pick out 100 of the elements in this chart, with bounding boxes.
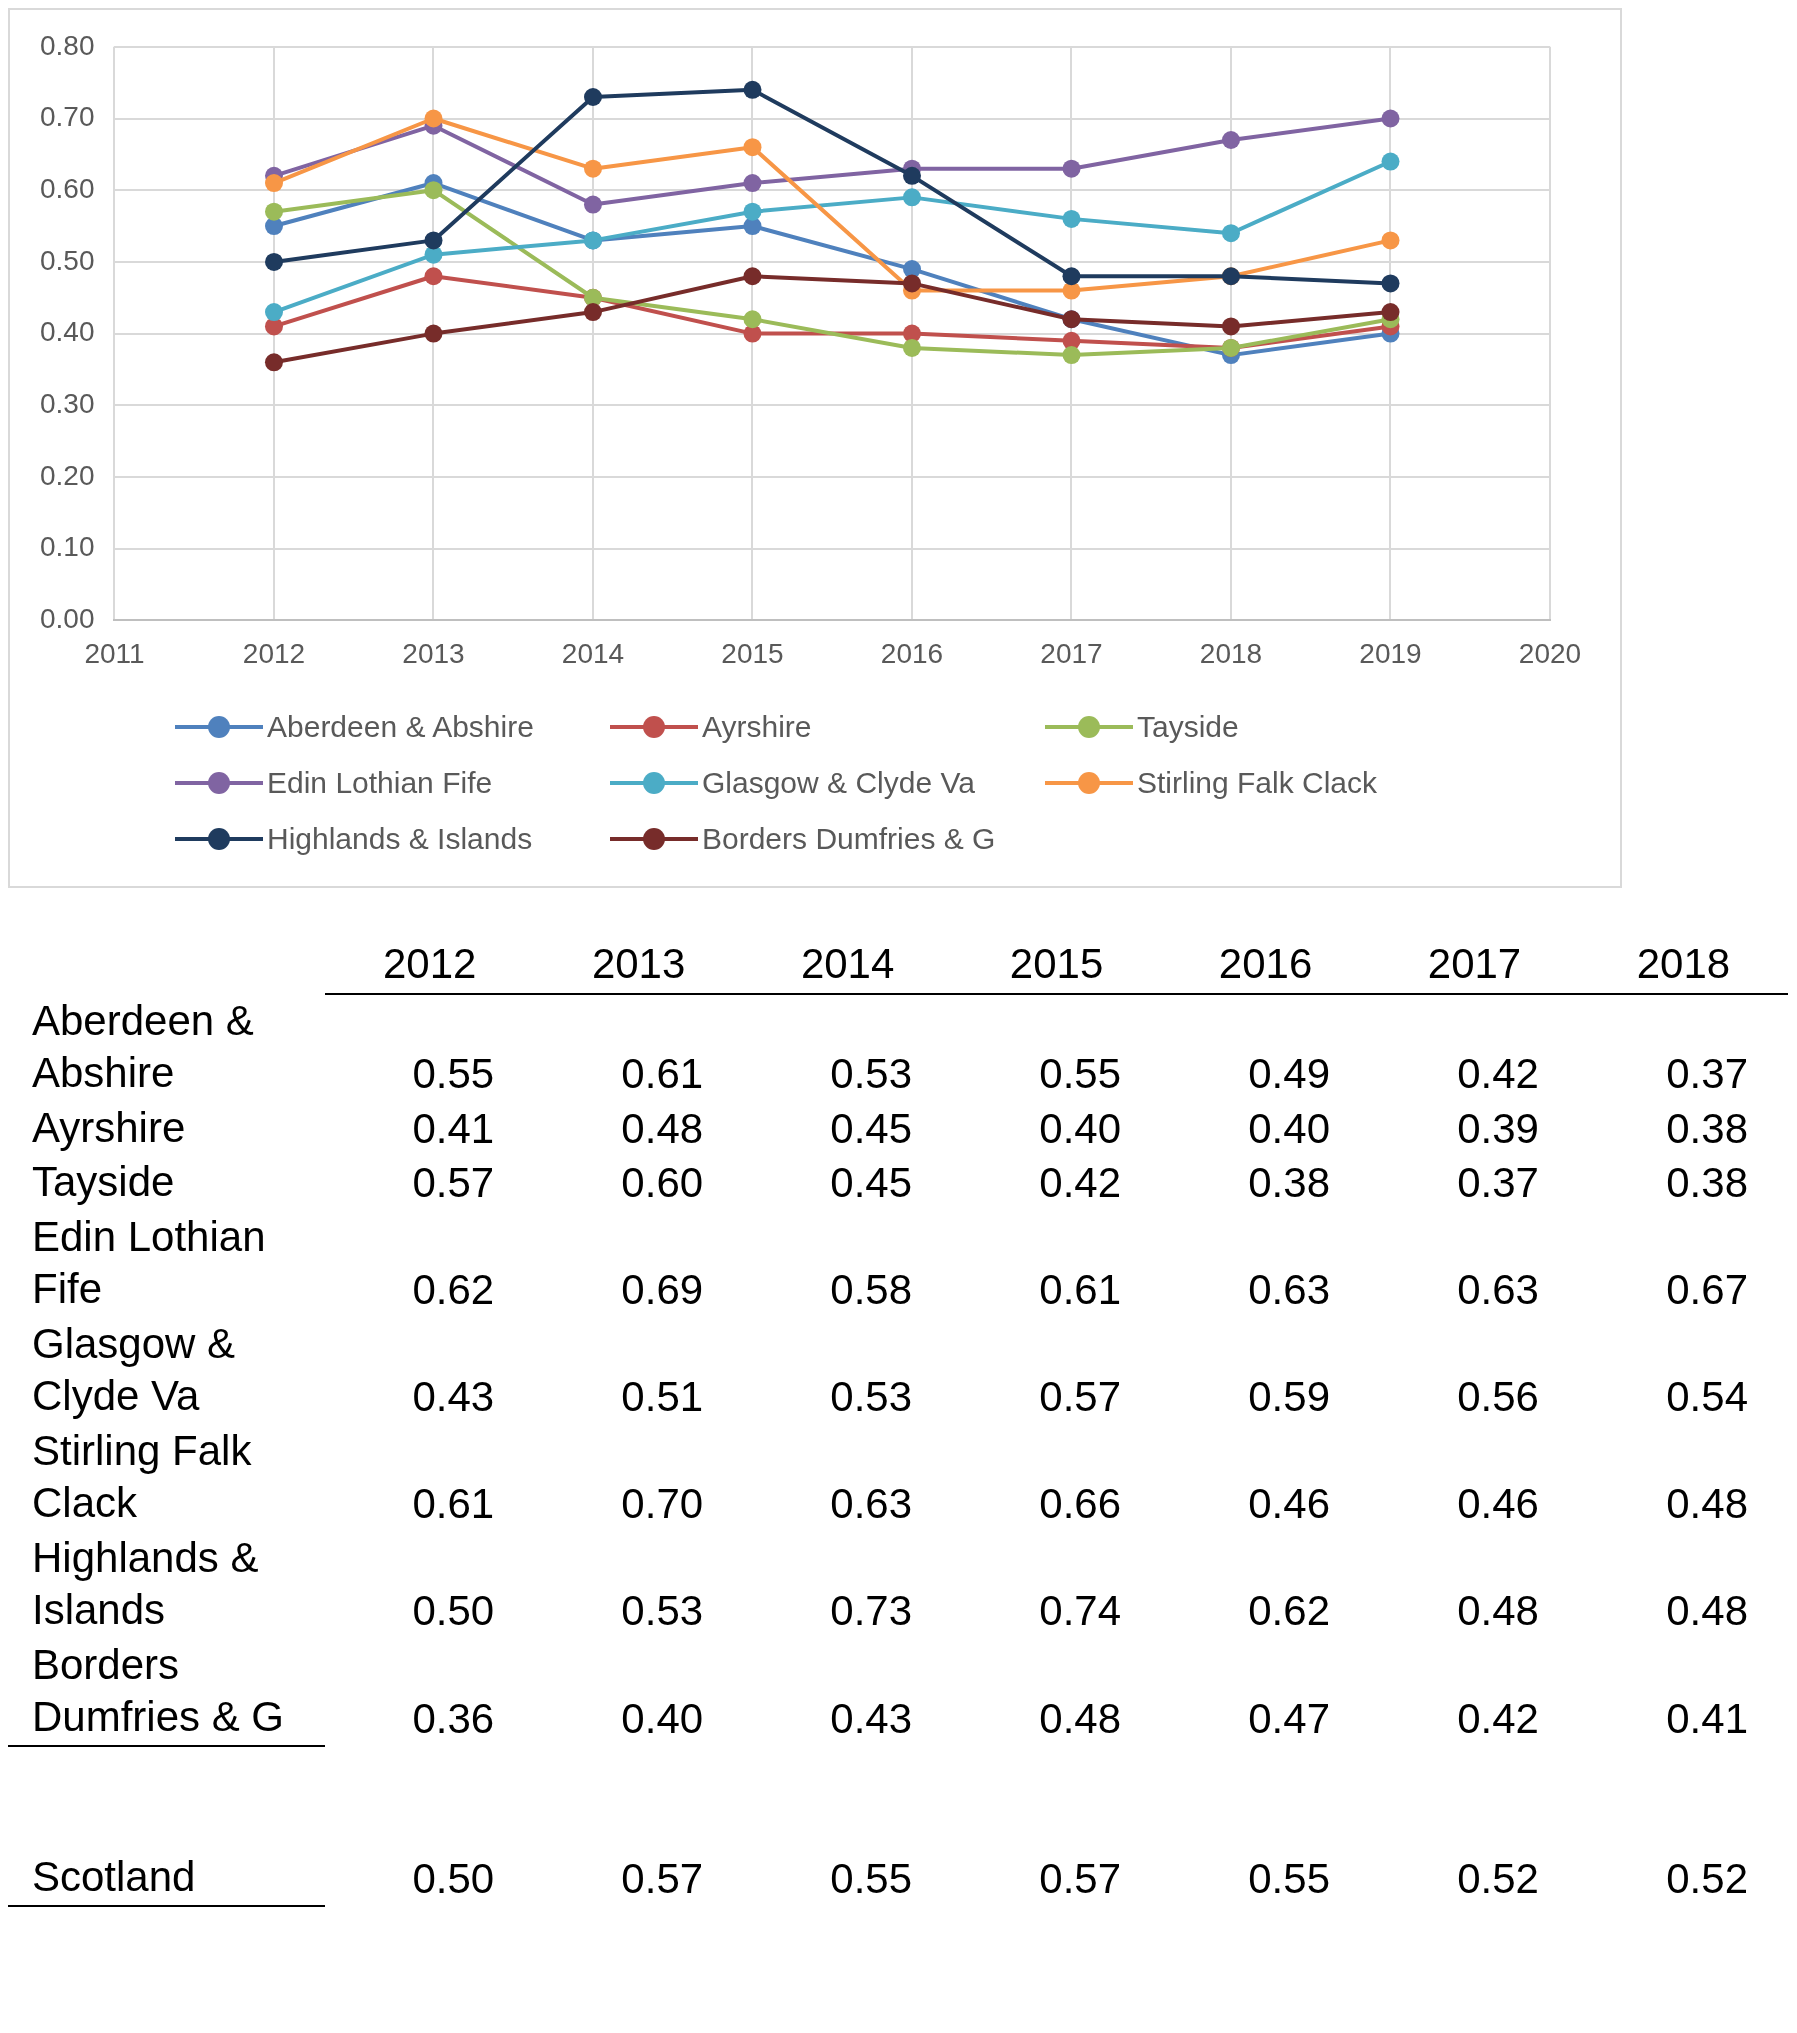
text: 0.52 [1457,1855,1539,1902]
text: 0.39 [1457,1104,1539,1152]
text: 0.63 [1248,1266,1331,1313]
x-tick-label: 2012 [325,938,535,994]
text: 0.48 [1666,1587,1748,1634]
text: 0.45 [830,1104,913,1152]
text: 0.42 [1039,1159,1122,1206]
y-tick-label: Edin Lothian Fife [31,1211,267,1314]
x-tick-label: 2011 [84,637,145,669]
y-tick-label: Tayside [31,1157,176,1207]
point [1381,152,1400,171]
x-tick-label: 2018 [1199,637,1263,669]
text: 0.63 [830,1480,913,1527]
text: 0.61 [621,1050,704,1097]
text: 0.50 [412,1855,495,1902]
text: 0.61 [1039,1266,1122,1313]
x-tick-label: 2016 [1161,938,1371,994]
text: 0.51 [621,1373,704,1420]
point [743,202,762,221]
text: 0.41 [412,1104,495,1152]
text: 0.55 [412,1050,495,1097]
point [903,274,921,293]
point [903,166,921,185]
point [1062,209,1081,228]
text: 0.63 [1457,1266,1539,1313]
text: 0.54 [1666,1373,1748,1420]
text: 0.52 [1666,1855,1748,1902]
point [743,138,762,157]
y-tick-label: Borders Dumfries & G [8,1637,326,1746]
y-tick-label: Highlands & Islands [31,1532,260,1635]
x-tick-label: 2015 [952,938,1162,994]
point [265,252,283,271]
x-tick-label: 2014 [561,637,625,669]
x-tick-label: 2014 [743,938,953,994]
text: 0.53 [830,1373,913,1420]
y-tick-label: 0.10 [40,531,95,563]
text: 0.38 [1248,1159,1331,1206]
y-tick-label: Stirling Falk Clack [31,1425,253,1528]
text: 0.46 [1248,1480,1331,1527]
text: 0.42 [1457,1695,1539,1742]
x-tick-label: 2016 [880,637,944,669]
y-tick-label: 0.50 [40,244,95,276]
point [1222,317,1240,336]
x-tick-label: 2018 [1578,938,1788,994]
y-tick-label: 0.30 [40,388,95,420]
text: 0.57 [1039,1373,1122,1420]
point [1062,267,1081,286]
point [265,353,283,372]
point [424,324,443,343]
text: 0.61 [412,1480,495,1527]
y-tick-label: 0.70 [40,101,95,133]
text: 0.42 [1457,1050,1539,1097]
text: 0.57 [1039,1855,1122,1902]
point [584,195,602,214]
legend-label: Highlands & Islands [267,822,533,856]
text: 0.38 [1666,1159,1748,1206]
text: 0.56 [1457,1373,1539,1420]
point [903,338,921,357]
point [1062,346,1081,365]
legend-label: Ayrshire [702,710,812,744]
text: 0.38 [1666,1104,1748,1152]
text: 0.41 [1666,1695,1748,1742]
point [903,260,921,279]
text: 0.45 [830,1159,913,1206]
text: 0.47 [1248,1695,1331,1742]
text: 0.60 [621,1159,704,1206]
y-tick-label: Scotland [8,1745,326,1906]
x-tick-label: 2013 [534,938,744,994]
point [584,159,602,178]
x-tick-label: 2019 [1359,637,1422,669]
point [1381,231,1400,250]
text: 0.55 [1039,1050,1122,1097]
text: 0.55 [830,1855,913,1902]
x-tick-label: 2017 [1370,938,1579,994]
text: 0.70 [621,1480,704,1527]
text: 0.48 [1457,1587,1539,1634]
text: 0.40 [621,1695,704,1742]
text: 0.48 [1039,1695,1122,1742]
x-tick-label: 2020 [1518,637,1582,669]
text: 0.62 [412,1266,495,1313]
legend-label: Edin Lothian Fife [267,766,493,800]
point [743,310,762,329]
text: 0.36 [412,1695,495,1742]
point [1381,303,1400,322]
y-tick-label: Ayrshire [31,1102,187,1153]
point [265,174,283,193]
x-tick-label: 2013 [402,637,465,669]
legend-label: Tayside [1137,710,1239,744]
point [1381,274,1400,293]
text: 0.43 [830,1695,913,1742]
text: 0.74 [1039,1587,1122,1634]
legend-label: Stirling Falk Clack [1137,766,1378,800]
legend-label: Borders Dumfries & G [702,822,996,856]
y-tick-label: 0.40 [40,316,95,348]
x-tick-label: 2017 [1040,637,1103,669]
text: 0.37 [1457,1159,1539,1206]
point [584,87,602,106]
point [743,174,762,193]
point [424,181,443,200]
text: 0.66 [1039,1480,1122,1527]
